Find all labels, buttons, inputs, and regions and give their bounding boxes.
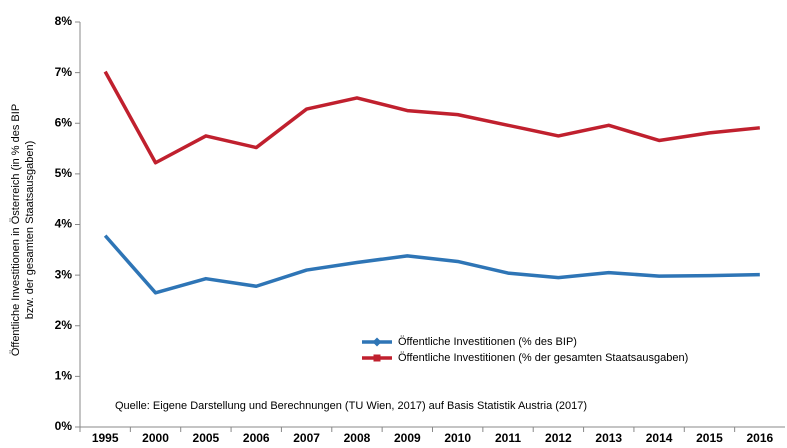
x-tick-label: 2016	[746, 431, 773, 445]
y-tick-label: 6%	[55, 115, 73, 129]
x-tick-label: 2007	[293, 431, 320, 445]
x-tick-label: 2005	[193, 431, 220, 445]
x-tick-label: 2008	[344, 431, 371, 445]
legend-marker	[373, 354, 381, 362]
legend-label: Öffentliche Investitionen (% der gesamte…	[398, 352, 688, 364]
x-tick-label: 2010	[444, 431, 471, 445]
y-tick-label: 5%	[55, 166, 73, 180]
source-note: Quelle: Eigene Darstellung und Berechnun…	[115, 400, 587, 412]
series-line	[103, 70, 760, 165]
y-tick-label: 8%	[55, 14, 73, 28]
y-tick-label: 1%	[55, 369, 73, 383]
x-tick-label: 2013	[595, 431, 622, 445]
x-tick-label: 2011	[495, 431, 521, 445]
y-tick-label: 4%	[55, 217, 73, 231]
y-tick-label: 7%	[55, 65, 73, 79]
y-tick-label: 2%	[55, 318, 73, 332]
x-tick-label: 2006	[243, 431, 270, 445]
x-tick-label: 2000	[142, 431, 169, 445]
y-axis-label: bzw. der gesamten Staatsausgaben)	[24, 141, 36, 320]
y-tick-label: 0%	[55, 419, 73, 433]
legend-marker	[372, 337, 382, 347]
legend-label: Öffentliche Investitionen (% des BIP)	[398, 336, 577, 348]
x-tick-label: 1995	[92, 431, 119, 445]
y-axis-label: Öffentliche Investitionen in Österreich …	[10, 104, 22, 356]
x-tick-label: 2014	[646, 431, 673, 445]
y-tick-label: 3%	[55, 267, 73, 281]
x-tick-label: 2015	[696, 431, 723, 445]
series-line	[103, 234, 760, 295]
x-tick-label: 2012	[545, 431, 572, 445]
x-tick-label: 2009	[394, 431, 421, 445]
